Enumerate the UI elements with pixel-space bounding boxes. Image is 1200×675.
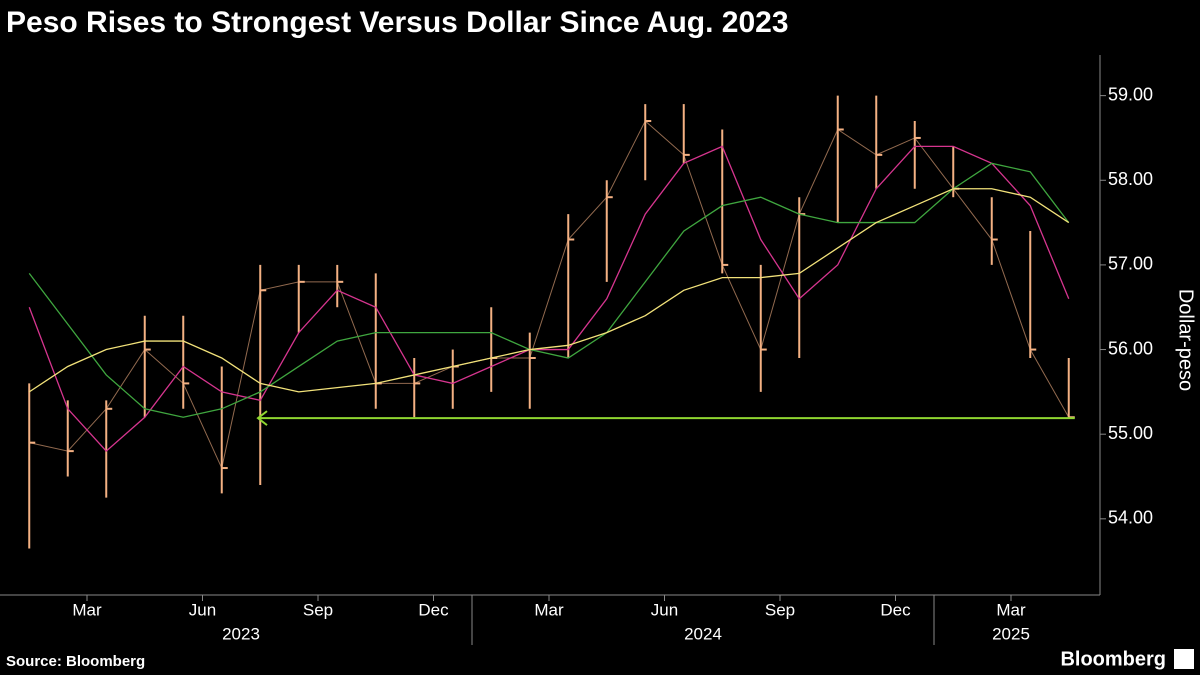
x-tick-label: Sep: [765, 600, 795, 619]
y-tick-label: 56.00: [1108, 338, 1153, 358]
brand: Bloomberg: [1060, 648, 1166, 670]
x-tick-label: Mar: [72, 600, 102, 619]
x-tick-label: Jun: [651, 600, 678, 619]
x-tick-label: Mar: [534, 600, 564, 619]
year-label: 2023: [222, 624, 260, 643]
y-tick-label: 55.00: [1108, 423, 1153, 443]
y-axis-label: Dollar-peso: [1175, 289, 1197, 391]
moving-average: [28, 162, 1070, 418]
moving-average: [28, 188, 1070, 393]
source: Source: Bloomberg: [6, 653, 145, 670]
y-tick-label: 58.00: [1108, 169, 1153, 189]
year-label: 2025: [992, 624, 1030, 643]
x-tick-label: Dec: [880, 600, 911, 619]
close-line: [29, 120, 1070, 470]
reference-arrow: [256, 410, 268, 426]
y-tick-label: 57.00: [1108, 254, 1153, 274]
x-tick-label: Jun: [189, 600, 216, 619]
year-label: 2024: [684, 624, 722, 643]
brand-icon: [1174, 649, 1194, 669]
moving-average: [28, 145, 1070, 453]
y-tick-label: 54.00: [1108, 508, 1153, 528]
x-tick-label: Dec: [418, 600, 449, 619]
x-tick-label: Sep: [303, 600, 333, 619]
x-tick-label: Mar: [996, 600, 1026, 619]
y-tick-label: 59.00: [1108, 84, 1153, 104]
chart-title: Peso Rises to Strongest Versus Dollar Si…: [6, 6, 789, 39]
